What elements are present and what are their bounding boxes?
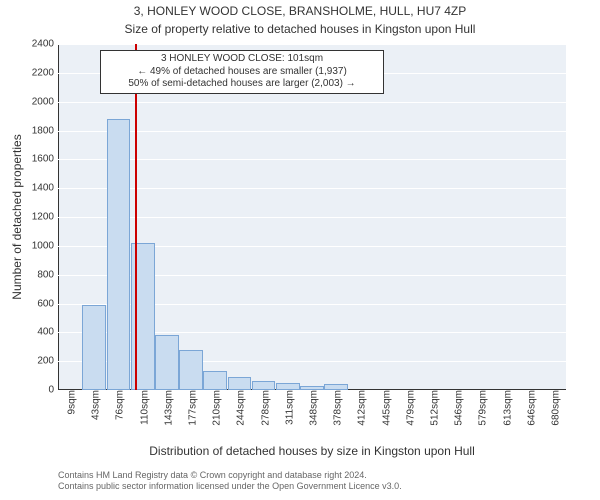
title-address-text: 3, HONLEY WOOD CLOSE, BRANSHOLME, HULL, … [134,4,467,18]
ytick-label: 1200 [32,212,58,223]
xtick-label: 479sqm [401,390,416,426]
ytick-label: 0 [48,385,58,396]
ytick-label: 1600 [32,154,58,165]
ytick-label: 2200 [32,67,58,78]
ytick-label: 1400 [32,183,58,194]
xtick-label: 579sqm [474,390,489,426]
xtick-label: 378sqm [329,390,344,426]
xtick-label: 76sqm [111,390,126,420]
histogram-bar [107,119,131,390]
ytick-label: 2400 [32,39,58,50]
ytick-label: 2000 [32,96,58,107]
ytick-label: 400 [37,327,58,338]
annotation-line: ← 49% of detached houses are smaller (1,… [107,66,377,79]
xtick-label: 9sqm [63,390,78,414]
attribution-line: Contains public sector information licen… [58,481,402,492]
xtick-label: 311sqm [280,390,295,425]
xtick-label: 143sqm [159,390,174,426]
title-description-text: Size of property relative to detached ho… [125,22,476,36]
xtick-label: 210sqm [208,390,223,426]
attribution-text: Contains HM Land Registry data © Crown c… [58,470,402,493]
xtick-label: 412sqm [353,390,368,426]
chart-title-description: Size of property relative to detached ho… [0,22,600,36]
ytick-label: 800 [37,269,58,280]
xtick-label: 646sqm [522,390,537,426]
xtick-label: 177sqm [184,390,199,426]
x-axis-title: Distribution of detached houses by size … [58,444,566,458]
annotation-line: 3 HONLEY WOOD CLOSE: 101sqm [107,53,377,66]
xtick-label: 348sqm [305,390,320,426]
attribution-line: Contains HM Land Registry data © Crown c… [58,470,402,481]
ytick-label: 1000 [32,240,58,251]
xtick-label: 613sqm [498,390,513,426]
xtick-label: 43sqm [87,390,102,420]
annotation-line: 50% of semi-detached houses are larger (… [107,78,377,91]
chart-area: 0200400600800100012001400160018002000220… [58,44,566,390]
chart-annotation-box: 3 HONLEY WOOD CLOSE: 101sqm← 49% of deta… [100,50,384,94]
histogram-bar [228,377,252,390]
property-marker-line [135,44,137,390]
ytick-label: 200 [37,356,58,367]
xtick-label: 244sqm [232,390,247,426]
histogram-bar [155,335,179,390]
chart-title-address: 3, HONLEY WOOD CLOSE, BRANSHOLME, HULL, … [0,4,600,18]
y-axis-title: Number of detached properties [10,44,24,390]
histogram-bar [179,350,203,390]
histogram-bar [203,371,227,390]
xtick-label: 278sqm [256,390,271,426]
xtick-label: 546sqm [450,390,465,426]
histogram-bar [82,305,106,390]
histogram-bar [252,381,276,390]
ytick-label: 600 [37,298,58,309]
xtick-label: 680sqm [546,390,561,426]
xtick-label: 512sqm [425,390,440,426]
histogram-bar [276,383,300,390]
xtick-label: 445sqm [377,390,392,426]
xtick-label: 110sqm [135,390,150,425]
ytick-label: 1800 [32,125,58,136]
